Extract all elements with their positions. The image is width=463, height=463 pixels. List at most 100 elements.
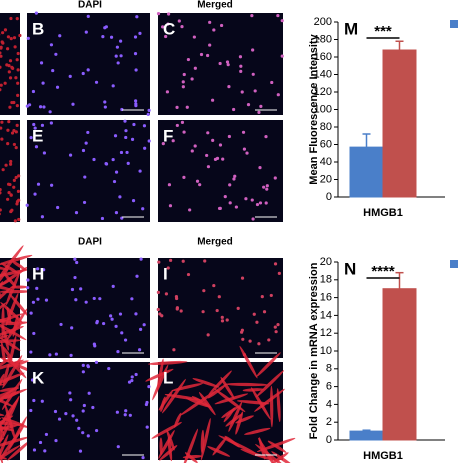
nucleus [132, 122, 136, 127]
nucleus [225, 318, 229, 322]
nucleus [199, 52, 204, 57]
nucleus [73, 257, 77, 261]
nucleus [269, 293, 273, 298]
nucleus [36, 182, 41, 186]
nucleus [33, 192, 37, 196]
nucleus [179, 309, 183, 313]
nucleus [16, 68, 20, 72]
nucleus [9, 209, 13, 214]
nucleus [241, 130, 246, 134]
nucleus [156, 12, 161, 16]
nucleus [114, 54, 118, 58]
nucleus [217, 206, 222, 211]
nucleus [42, 105, 46, 109]
y-tick-label: 4 [326, 398, 332, 410]
nucleus [270, 80, 274, 85]
nucleus [15, 202, 19, 206]
bar [382, 49, 417, 198]
nucleus [64, 412, 68, 416]
nucleus [161, 25, 165, 29]
nucleus [228, 183, 232, 187]
nucleus [202, 289, 206, 293]
nucleus [54, 352, 58, 356]
nucleus [156, 307, 160, 312]
y-tick-label: 140 [314, 68, 332, 80]
nucleus [6, 142, 10, 146]
nucleus [82, 200, 87, 205]
nucleus [139, 327, 143, 331]
nucleus [141, 456, 145, 460]
cell [267, 440, 287, 453]
nucleus [73, 275, 77, 280]
cell [200, 417, 211, 461]
nucleus [206, 165, 211, 169]
nucleus [277, 271, 281, 275]
nucleus [16, 81, 20, 85]
nucleus [87, 391, 91, 395]
nucleus [11, 66, 15, 70]
nucleus [26, 278, 30, 282]
y-tick-label: 20 [320, 256, 332, 268]
nucleus [56, 205, 60, 210]
nucleus [262, 185, 266, 189]
nucleus [175, 306, 179, 310]
legend-swatch [450, 20, 458, 28]
nucleus [25, 203, 29, 207]
cell [2, 355, 23, 389]
nucleus [78, 449, 83, 453]
nucleus [115, 45, 119, 49]
significance: *** [374, 23, 392, 40]
nucleus [274, 330, 278, 334]
nucleus [116, 350, 120, 354]
nucleus [81, 370, 85, 374]
cell [0, 263, 9, 271]
panel-label: M [344, 19, 358, 38]
nucleus [218, 143, 223, 147]
cell [255, 370, 284, 398]
column-header: DAPI [78, 237, 102, 248]
y-axis-title: Fold Change in mRNA expression [308, 262, 320, 439]
nucleus [126, 161, 130, 165]
nucleus [265, 184, 269, 188]
y-tick-label: 10 [320, 345, 332, 357]
nucleus [40, 215, 45, 219]
nucleus [250, 198, 254, 202]
nucleus [6, 197, 10, 201]
nucleus [0, 208, 2, 212]
nucleus [9, 193, 13, 197]
nucleus [31, 300, 36, 304]
panel-label: H [32, 264, 44, 283]
cell [0, 254, 33, 266]
nucleus [16, 189, 21, 193]
cell [224, 382, 268, 387]
nucleus [258, 201, 263, 205]
nucleus [128, 413, 132, 417]
nucleus [104, 162, 108, 166]
nucleus [111, 84, 115, 88]
nucleus [29, 311, 33, 315]
nucleus [276, 93, 280, 97]
cell [0, 268, 31, 279]
nucleus [157, 260, 161, 264]
cell [184, 452, 198, 463]
nucleus [34, 11, 38, 15]
nucleus [102, 321, 106, 326]
nucleus [100, 216, 105, 221]
micrograph [0, 13, 20, 115]
nucleus [123, 413, 127, 417]
nucleus [166, 266, 170, 270]
nucleus [6, 47, 10, 51]
nucleus [221, 157, 225, 161]
nucleus [15, 104, 19, 108]
nucleus [79, 287, 83, 291]
x-tick-label: HMGB1 [363, 450, 403, 462]
nucleus [112, 179, 117, 184]
nucleus [245, 151, 249, 155]
nucleus [251, 72, 255, 76]
cell [7, 440, 31, 461]
nucleus [118, 195, 122, 199]
nucleus [143, 146, 147, 150]
cell [239, 345, 258, 379]
nucleus [109, 35, 114, 39]
